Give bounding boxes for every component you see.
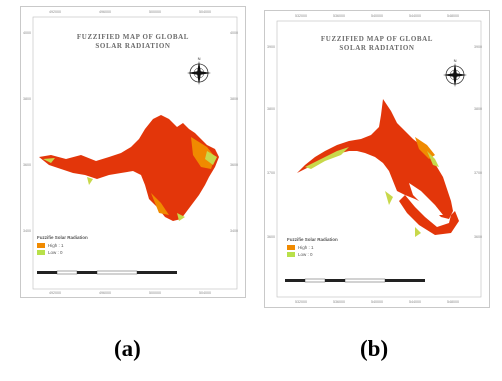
legend-item-high: High : 1 (287, 245, 338, 250)
map-legend-a: Fuzzifie Solar Radiation High : 1 Low : … (37, 235, 88, 257)
bottom-tick-label: 496000 (99, 291, 111, 295)
north-arrow-icon: N (443, 58, 467, 87)
legend-item-low: Low : 0 (287, 252, 338, 257)
top-tick-label: 540000 (371, 14, 383, 18)
legend-swatch-high (37, 243, 45, 248)
svg-text:N: N (454, 58, 457, 63)
legend-title: Fuzzifie Solar Radiation (37, 235, 88, 240)
legend-swatch-high (287, 245, 295, 250)
top-tick-label: 548000 (447, 14, 459, 18)
map-frame-a: N (32, 16, 238, 290)
reservoir-shape-a (39, 115, 219, 221)
legend-label-low: Low : 0 (48, 250, 63, 255)
top-tick-label: 504000 (199, 10, 211, 14)
legend-item-low: Low : 0 (37, 250, 88, 255)
scale-bar-b (285, 278, 425, 283)
map-legend-b: Fuzzifie Solar Radiation High : 1 Low : … (287, 237, 338, 259)
legend-item-high: High : 1 (37, 243, 88, 248)
left-tick-label: 4000 (23, 31, 31, 35)
left-tick-label: 3700 (267, 171, 275, 175)
bottom-tick-label: 536000 (333, 300, 345, 304)
left-tick-label: 3900 (267, 45, 275, 49)
map-frame-b: N (276, 20, 482, 298)
north-arrow-icon: N (187, 56, 211, 85)
right-tick-label: 3800 (474, 107, 482, 111)
right-tick-label: 3600 (474, 235, 482, 239)
map-panel-a: N FUZZIFIED MAP OF GLOBAL SOLAR RADIATIO… (20, 6, 246, 298)
right-tick-label: 3700 (474, 171, 482, 175)
panel-caption-a: (a) (114, 336, 141, 361)
left-tick-label: 3400 (23, 229, 31, 233)
top-tick-label: 544000 (409, 14, 421, 18)
map-title-line1: FUZZIFIED MAP OF GLOBAL (76, 33, 190, 41)
scale-bar-a (37, 270, 177, 275)
bottom-tick-label: 500000 (149, 291, 161, 295)
map-panel-b: N FUZZIFIED MAP OF GLOBAL SOLAR RADIATIO… (264, 10, 490, 308)
map-title-line2: SOLAR RADIATION (95, 42, 171, 50)
top-tick-label: 532000 (295, 14, 307, 18)
top-tick-label: 536000 (333, 14, 345, 18)
top-tick-label: 496000 (99, 10, 111, 14)
bottom-tick-label: 544000 (409, 300, 421, 304)
map-title-line1: FUZZIFIED MAP OF GLOBAL (320, 35, 434, 43)
bottom-tick-label: 492000 (49, 291, 61, 295)
top-tick-label: 500000 (149, 10, 161, 14)
right-tick-label: 4000 (230, 31, 238, 35)
right-tick-label: 3600 (230, 163, 238, 167)
svg-text:N: N (198, 56, 201, 61)
bottom-tick-label: 532000 (295, 300, 307, 304)
legend-label-high: High : 1 (48, 243, 64, 248)
right-tick-label: 3400 (230, 229, 238, 233)
bottom-tick-label: 548000 (447, 300, 459, 304)
left-tick-label: 3600 (267, 235, 275, 239)
left-tick-label: 3800 (267, 107, 275, 111)
legend-label-high: High : 1 (298, 245, 314, 250)
legend-label-low: Low : 0 (298, 252, 313, 257)
legend-title: Fuzzifie Solar Radiation (287, 237, 338, 242)
top-tick-label: 492000 (49, 10, 61, 14)
right-tick-label: 3800 (230, 97, 238, 101)
bottom-tick-label: 540000 (371, 300, 383, 304)
left-tick-label: 3600 (23, 163, 31, 167)
legend-swatch-low (287, 252, 295, 257)
left-tick-label: 3800 (23, 97, 31, 101)
map-title-line2: SOLAR RADIATION (339, 44, 415, 52)
panel-caption-b: (b) (360, 336, 389, 361)
bottom-tick-label: 504000 (199, 291, 211, 295)
legend-swatch-low (37, 250, 45, 255)
right-tick-label: 3900 (474, 45, 482, 49)
